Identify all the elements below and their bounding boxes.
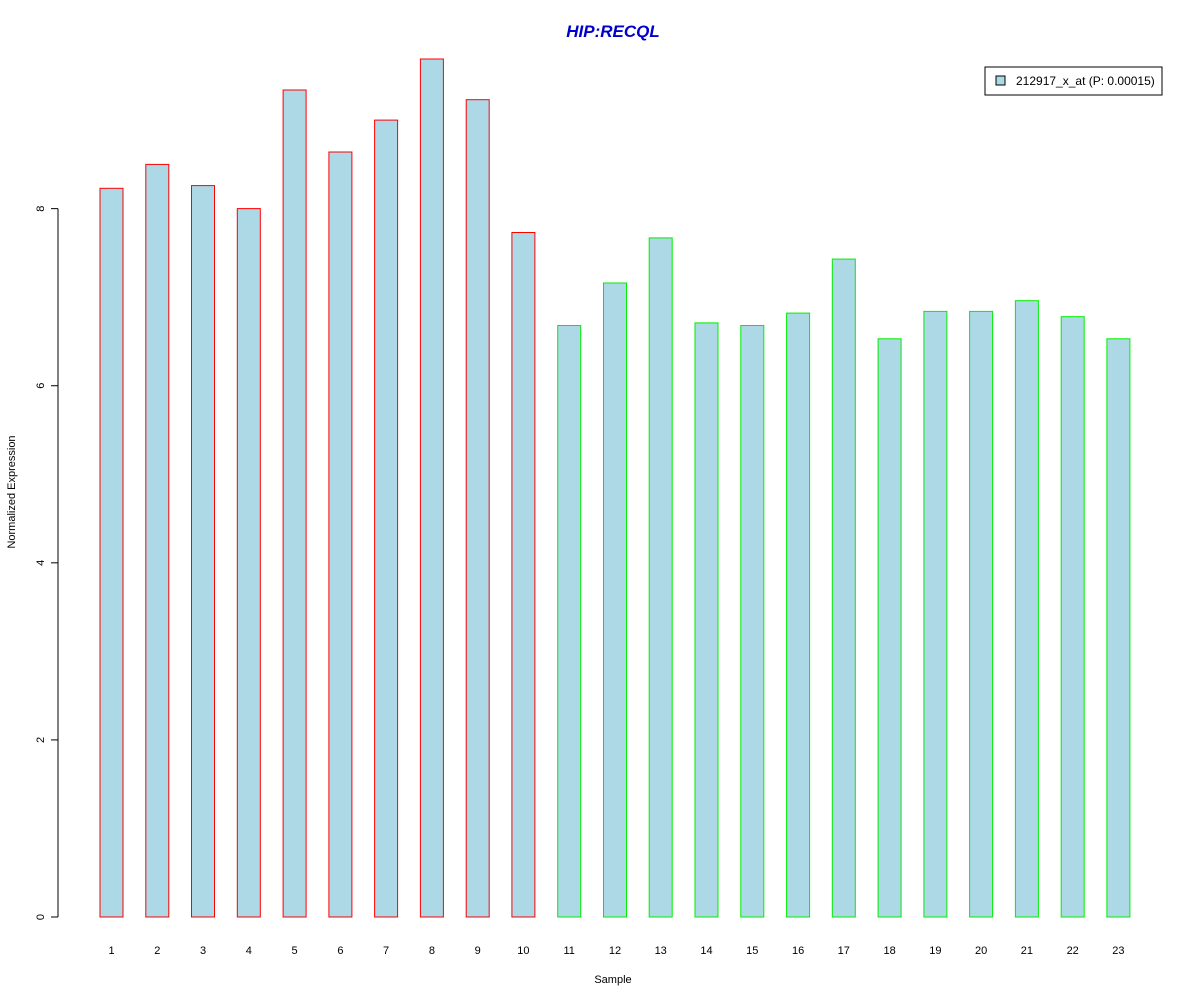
bars — [99, 58, 1131, 918]
bar — [923, 310, 948, 918]
x-tick-label: 6 — [337, 945, 343, 957]
bar — [969, 310, 994, 918]
x-tick-label: 2 — [154, 945, 160, 957]
x-tick-label: 23 — [1112, 945, 1124, 957]
x-tick-label: 4 — [246, 945, 252, 957]
x-tick-label: 13 — [655, 945, 667, 957]
bar — [1014, 300, 1039, 918]
y-axis-label: Normalized Expression — [6, 435, 18, 548]
bar — [328, 151, 353, 918]
x-tick-label: 18 — [883, 945, 895, 957]
bar — [648, 237, 673, 918]
chart-title: HIP:RECQL — [566, 22, 660, 41]
y-tick-label: 6 — [35, 383, 47, 389]
x-tick-label: 20 — [975, 945, 987, 957]
bar — [694, 322, 719, 918]
x-axis-tick-labels: 1 2 3 4 5 6 7 8 9 10 11 12 13 14 15 16 17 18 19 20 21 22 23 — [108, 945, 1124, 957]
bar — [557, 325, 582, 918]
bar — [1060, 316, 1085, 918]
y-tick-label: 2 — [35, 737, 47, 743]
bar — [1106, 338, 1131, 918]
x-tick-label: 1 — [108, 945, 114, 957]
x-tick-label: 11 — [563, 945, 574, 957]
bar — [786, 312, 811, 918]
x-tick-label: 22 — [1067, 945, 1079, 957]
bar — [282, 89, 307, 918]
x-tick-label: 5 — [292, 945, 298, 957]
x-axis-label: Sample — [594, 974, 631, 986]
bar — [419, 58, 444, 918]
bar — [374, 119, 399, 918]
bar — [191, 185, 215, 918]
y-tick-label: 4 — [35, 560, 47, 566]
legend-swatch — [995, 75, 1006, 86]
x-tick-label: 21 — [1021, 945, 1033, 957]
x-tick-label: 17 — [838, 945, 850, 957]
x-tick-label: 10 — [517, 945, 529, 957]
legend-label: 212917_x_at (P: 0.00015) — [1016, 74, 1155, 88]
x-tick-label: 7 — [383, 945, 389, 957]
y-axis: 0 2 4 6 8 — [35, 206, 59, 920]
y-tick-label: 0 — [35, 914, 47, 920]
x-tick-label: 12 — [609, 945, 621, 957]
legend: 212917_x_at (P: 0.00015) — [984, 66, 1163, 96]
bar — [145, 163, 170, 918]
legend-box — [984, 66, 1163, 96]
x-tick-label: 16 — [792, 945, 804, 957]
x-tick-label: 15 — [746, 945, 758, 957]
x-tick-label: 9 — [475, 945, 481, 957]
x-tick-label: 19 — [929, 945, 941, 957]
bar — [831, 258, 856, 918]
bar — [877, 338, 902, 918]
x-tick-label: 3 — [200, 945, 206, 957]
bar — [603, 282, 627, 918]
y-tick-label: 8 — [35, 206, 47, 212]
bar — [236, 208, 261, 918]
x-tick-label: 14 — [700, 945, 712, 957]
bar — [511, 232, 536, 918]
bar — [740, 325, 765, 918]
bar — [99, 187, 124, 918]
bar — [465, 99, 490, 918]
x-tick-label: 8 — [429, 945, 435, 957]
